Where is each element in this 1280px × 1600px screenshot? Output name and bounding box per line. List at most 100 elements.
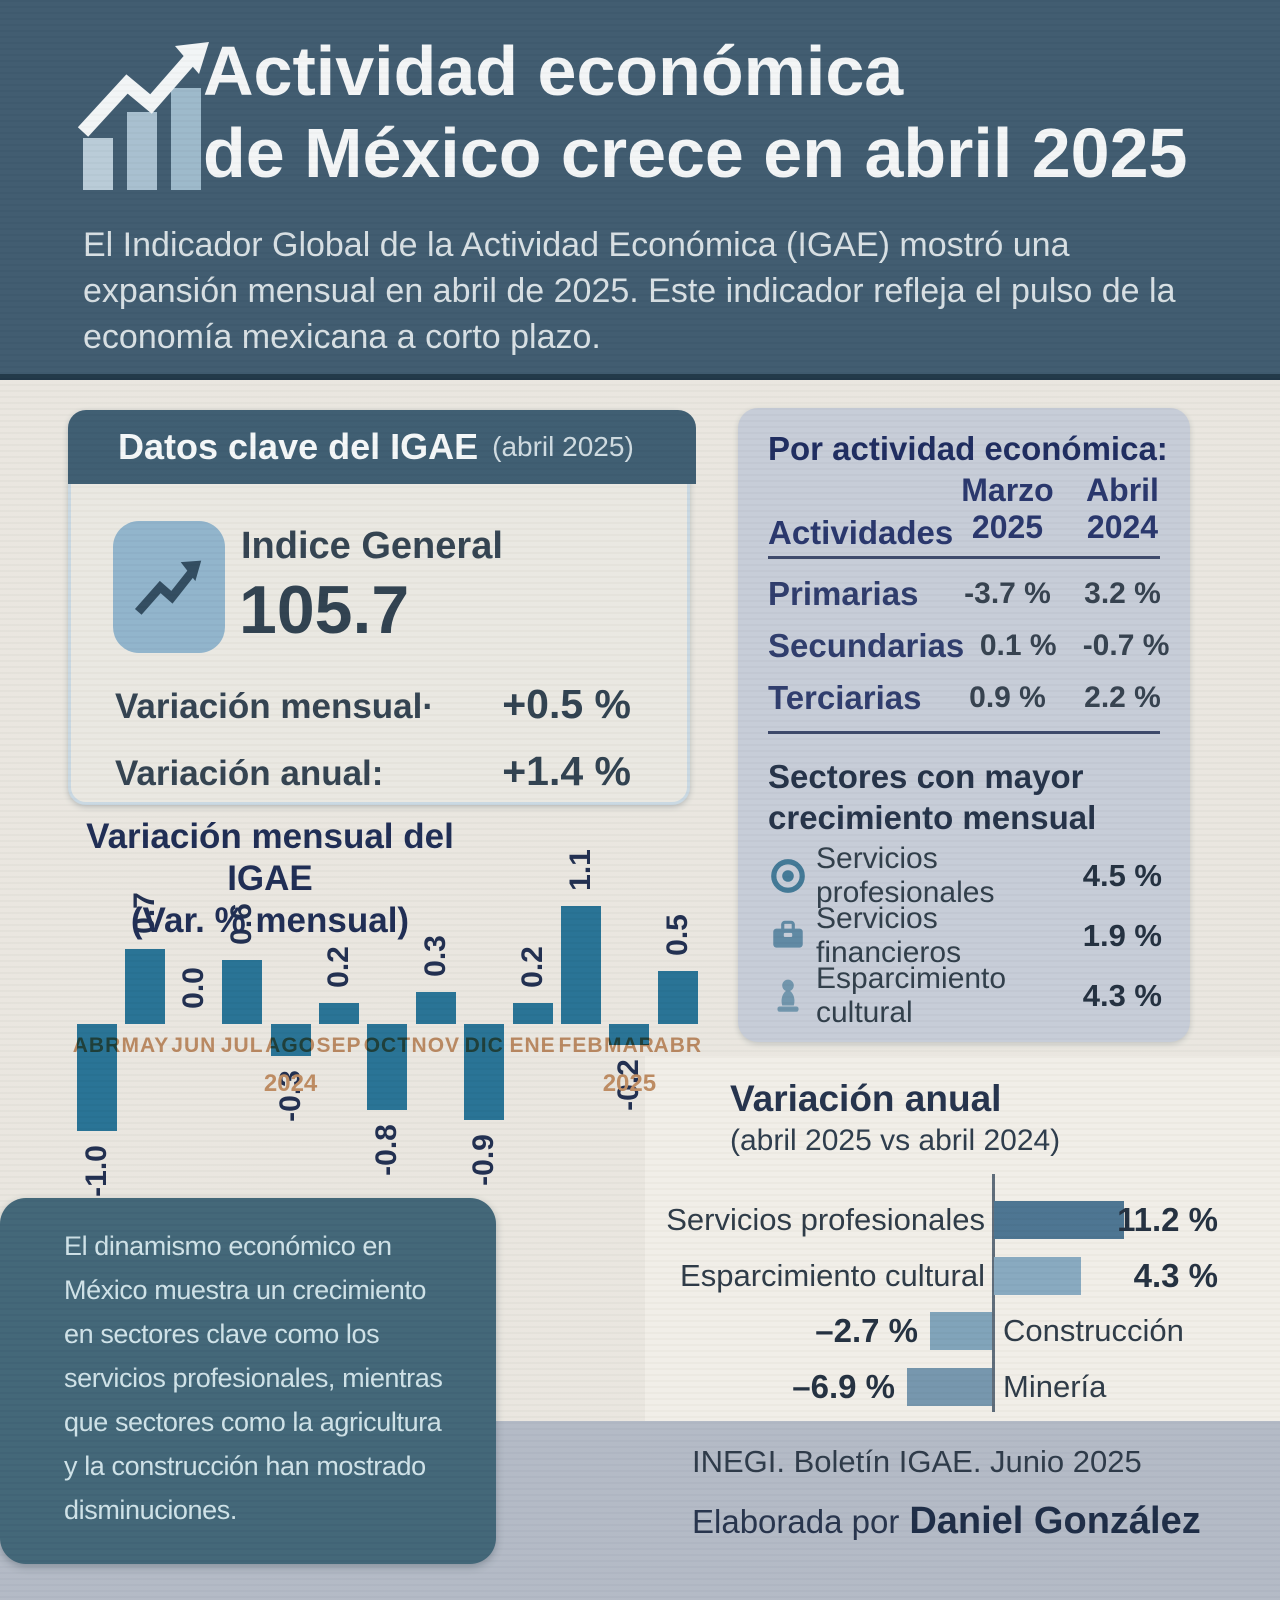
month-label: ENE [509,1034,556,1057]
abril-value: 2.2 % [1084,681,1161,714]
trend-up-icon [113,521,225,653]
bar-NOV [415,991,456,1024]
annual-bar-value: 4.3 % [1133,1257,1218,1294]
annual-chart-subtitle: (abril 2025 vs abril 2024) [730,1124,1061,1157]
activity-table-header: Actividades Marzo 2025 Abril 2024 [768,472,1168,552]
col-2024: 2024 [1086,509,1159,545]
annual-variation-value: +1.4 % [502,748,631,794]
annual-chart-background [645,1056,1280,1421]
col-abril: Abril [1086,472,1159,508]
narrative-line: México muestra un crecimiento [64,1275,427,1305]
narrative-line: disminuciones. [64,1495,237,1525]
bar-ABR [77,1024,117,1131]
sector-item: Servicios profesionales 4.5 % [766,842,1162,909]
sector-item: Esparcimiento cultural 4.3 % [766,962,1162,1029]
annual-bar-label: Construcción [1003,1313,1184,1348]
activity-table-rows: Primarias -3.7 % 3.2 % Secundarias 0.1 % -0.7… [768,568,1180,724]
sectors-title-line1: Sectores con mayor [768,758,1084,795]
page-subtitle: El Indicador Global de la Actividad Econ… [83,226,1176,356]
bar-value-label: 1.1 [564,849,597,892]
page-title-line1: Actividad económica [203,32,904,110]
source-text: INEGI. Boletín IGAE. Junio 2025 [692,1444,1142,1479]
table-divider-top [768,556,1160,559]
bar-MAY [125,949,166,1024]
monthly-chart-title-line2: (Var. % mensual) [130,901,410,940]
page-title-line2: de México crece en abril 2025 [203,114,1188,192]
key-data-card: Datos clave del IGAE (abril 2025) Indice… [68,410,696,805]
bar-value-label: 0.2 [322,945,355,988]
narrative-line: y la construcción han mostrado [64,1451,426,1481]
bar-JUL [222,959,263,1024]
pawn-icon [766,976,810,1016]
activity-panel-title: Por actividad económica: [768,430,1168,467]
sector-label: Servicios profesionales [816,842,995,909]
month-label: MAR [603,1034,655,1057]
month-label: MAY [121,1034,170,1057]
annual-bar-value: 11.2 % [1117,1201,1218,1238]
monthly-bar-chart: -1.0 ABR 0.7 MAY 0.0 JUN 0.6 JUL -0.3 AGO 0.2 SEP -0… [58,849,718,1220]
month-label: OCT [363,1034,412,1057]
month-label: JUL [220,1034,264,1057]
header: Actividad económica de México crece en a… [0,0,1280,380]
annual-bar [994,1201,1124,1239]
bar-DIC [464,1024,505,1121]
year-label: 2024 [263,1070,318,1097]
table-row: Primarias -3.7 % 3.2 % [768,568,1180,620]
bar-ABR [657,970,698,1024]
annual-variation-row: Variación anual: +1.4 % [115,748,631,795]
month-label: AGO [265,1034,317,1057]
credit-name: Daniel González [909,1500,1201,1542]
annual-bar-label: Servicios profesionales [666,1202,985,1237]
month-label: ABR [72,1034,122,1057]
month-label: ABR [653,1034,703,1057]
activity-name: Terciarias [768,679,922,716]
monthly-variation-value: +0.5 % [502,681,631,727]
activity-panel: Por actividad económica: Actividades Mar… [738,408,1190,1042]
sector-value: 1.9 % [1082,918,1162,953]
bar-FEB [561,906,601,1024]
key-data-card-date: (abril 2025) [492,431,634,462]
month-label: SEP [316,1034,362,1057]
table-row: Secundarias 0.1 % -0.7 % [768,620,1180,672]
index-value: 105.7 [239,572,410,648]
bar-MAR [609,1024,650,1046]
annual-bar-value: –2.7 % [815,1312,918,1349]
narrative-line: El dinamismo económico en [64,1231,392,1261]
annual-bar [907,1368,992,1406]
target-icon [766,856,810,896]
marzo-value: 0.9 % [969,681,1046,714]
sector-value: 4.3 % [1082,978,1162,1013]
col-marzo-2025: Marzo 2025 [950,472,1065,546]
index-label: Indice General [241,525,503,567]
monthly-variation-label: Variación mensual· [115,687,435,726]
monthly-chart-title-line1: Variación mensual del IGAE [86,817,454,898]
narrative-line: que sectores como la agricultura [64,1407,442,1437]
credit-prefix: Elaborada por [692,1503,900,1540]
month-label: DIC [464,1034,504,1057]
sector-label: Esparcimiento cultural [816,962,1007,1029]
bar-value-label: -1.0 [80,1145,113,1197]
bar-value-label: 0.5 [660,913,694,956]
table-divider-bottom [768,731,1160,734]
month-label: NOV [411,1034,461,1057]
trend-chart-logo-icon [77,42,209,190]
annual-bar [994,1257,1081,1295]
page-title: Actividad económica de México crece en a… [203,30,1243,194]
annual-bar-label: Minería [1003,1369,1107,1404]
bar-value-label: 0.2 [515,945,549,988]
key-data-card-title: Datos clave del IGAE [118,426,479,467]
monthly-variation-row: Variación mensual· +0.5 % [115,681,631,728]
year-label: 2025 [602,1070,657,1097]
sectors-title-line2: crecimiento mensual [768,799,1097,836]
annual-variation-label: Variación anual: [115,754,384,793]
bar-SEP [319,1002,359,1024]
col-actividades: Actividades [768,514,954,551]
table-row: Terciarias 0.9 % 2.2 % [768,672,1180,724]
narrative-line: servicios profesionales, mientras [64,1363,443,1393]
abril-value: 3.2 % [1084,577,1161,610]
narrative-card: El dinamismo económico en México muestra … [0,1198,496,1564]
annual-bar [930,1312,992,1350]
activity-name: Primarias [768,575,919,612]
col-marzo: Marzo [961,472,1054,508]
